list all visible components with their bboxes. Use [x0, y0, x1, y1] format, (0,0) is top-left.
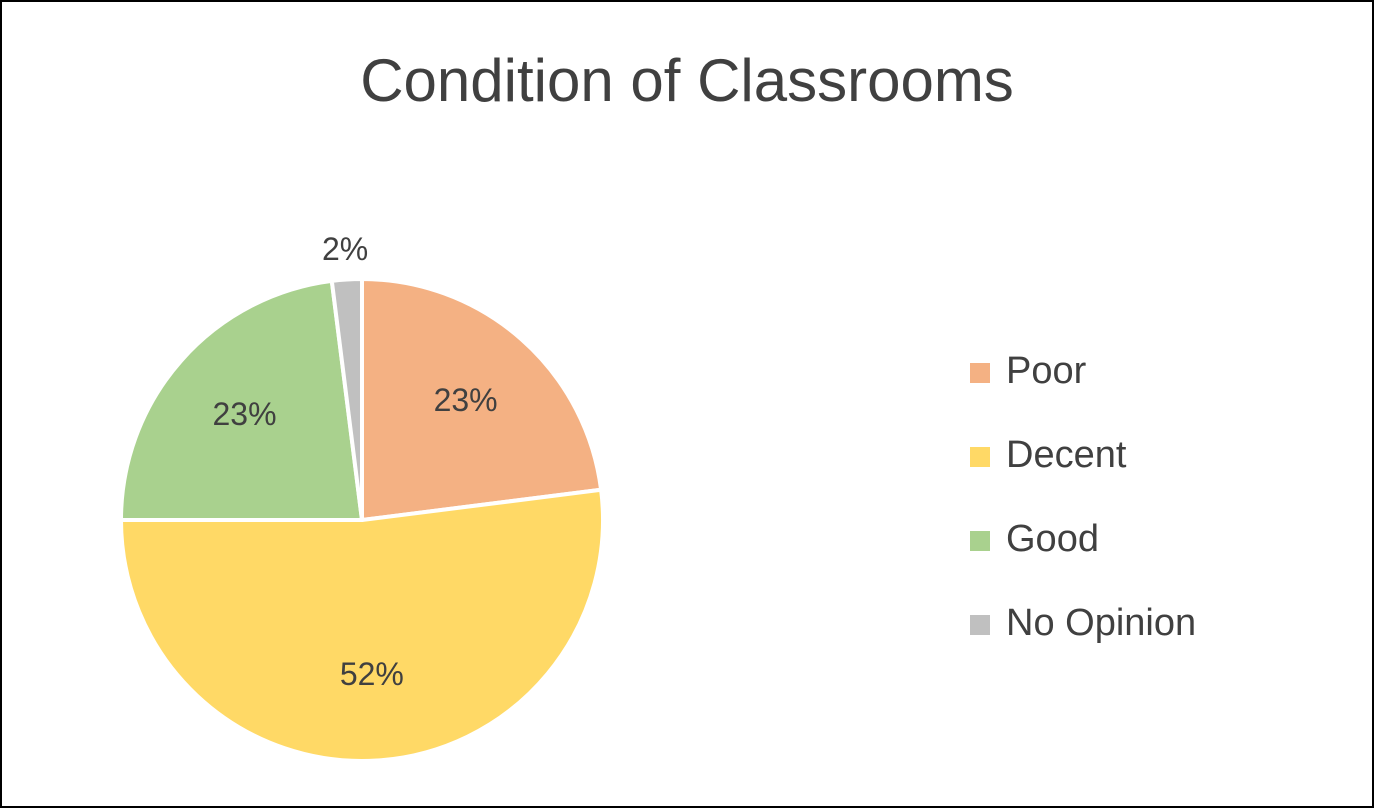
data-label: 52% [340, 656, 404, 692]
legend-swatch [970, 447, 990, 467]
data-label: 23% [212, 396, 276, 432]
data-label: 23% [434, 382, 498, 418]
legend-label: No Opinion [1006, 602, 1196, 644]
chart-title: Condition of Classrooms [360, 47, 1014, 114]
pie-slice [119, 278, 364, 522]
legend-swatch [970, 363, 990, 383]
pie-slice [119, 487, 605, 763]
legend-label: Good [1006, 518, 1099, 560]
pie-slice [360, 277, 604, 522]
legend-label: Decent [1006, 434, 1127, 476]
legend-swatch [970, 531, 990, 551]
legend-label: Poor [1006, 350, 1087, 392]
legend-swatch [970, 615, 990, 635]
pie-slice [329, 277, 364, 522]
data-label: 2% [322, 231, 368, 267]
